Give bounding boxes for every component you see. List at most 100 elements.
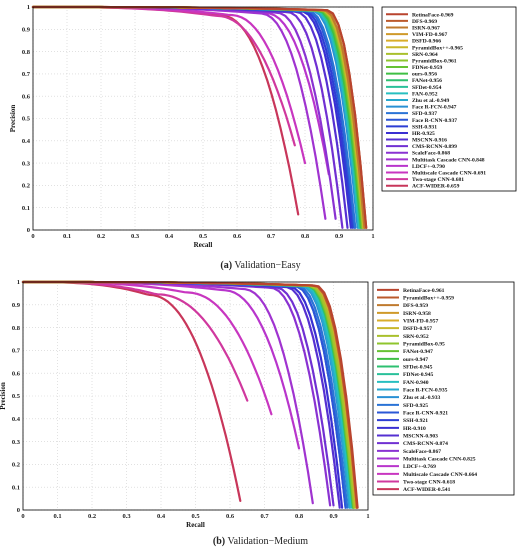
legend-label: MSCNN-0.916: [412, 138, 447, 144]
legend-label: SFD-0.925: [403, 403, 428, 409]
x-tick-label: 0.8: [301, 233, 310, 240]
caption-easy-tag: (a): [220, 260, 233, 271]
legend-label: Multiscale Cascade CNN-0.691: [412, 171, 486, 177]
legend-label: PyramidBox++-0.959: [403, 296, 454, 302]
legend-label: SFDet-0.945: [403, 365, 433, 371]
legend-label: FANet-0.947: [403, 349, 433, 355]
legend-label: SFD-0.937: [412, 111, 437, 117]
legend-label: Face R-CNN-0.937: [412, 118, 457, 124]
y-tick-label: 0.7: [22, 71, 31, 78]
x-tick-label: 0.3: [122, 513, 131, 520]
x-tick-label: 0.4: [157, 513, 166, 520]
x-tick-label: 0.9: [335, 233, 344, 240]
legend-label: CMS-RCNN-0.899: [412, 144, 457, 150]
chart-panel-easy: 0 0.1 0.2 0.3 0.4 0.5 0.6 0.7 0.8 0.9 1 0 0.1 0.2 0.3 0…: [9, 4, 517, 249]
legend-label: SSH-0.931: [412, 124, 437, 130]
legend-label: DFS-0.959: [403, 303, 428, 309]
y-tick-label: 0.3: [22, 160, 31, 167]
x-tick-label: 0.6: [233, 233, 242, 240]
y-tick-label: 0.6: [22, 93, 31, 100]
axes-frame: [32, 6, 374, 231]
legend-label: CMS-RCNN-0.874: [403, 441, 448, 447]
y-axis-label: Precision: [0, 382, 7, 410]
x-tick-label: 0.5: [191, 513, 200, 520]
y-tick-label: 0.4: [22, 138, 31, 145]
y-tick-label: 0.1: [12, 484, 20, 491]
legend-label: SSH-0.921: [403, 418, 428, 424]
legend-label: FAN-0.952: [412, 91, 438, 97]
legend-label: DFS-0.969: [412, 19, 437, 25]
caption-medium-text: Validation−Medium: [227, 536, 309, 547]
y-tick-label: 0.2: [22, 183, 30, 190]
legend-label: SFDet-0.954: [412, 85, 442, 91]
legend-label: LDCF+-0.769: [403, 464, 436, 470]
legend-label: ACF-WIDER-0.541: [403, 487, 451, 493]
y-tick-label: 0.5: [22, 116, 31, 123]
legend-label: ScaleFace-0.868: [412, 151, 450, 157]
legend-label: ISRN-0.967: [412, 25, 440, 31]
y-tick-label: 0: [27, 227, 30, 234]
legend-label: ACF-WIDER-0.659: [412, 184, 460, 190]
legend-label: Multitask Cascade CNN-0.848: [412, 157, 485, 163]
x-tick-label: 0.2: [97, 233, 105, 240]
legend-label: VIM-FD-0.967: [412, 32, 447, 38]
y-tick-label: 0.8: [22, 49, 31, 56]
x-tick-label: 0.3: [131, 233, 140, 240]
legend-label: FAN-0.940: [403, 380, 429, 386]
axes-frame: [22, 281, 369, 511]
legend-label: ours-0.947: [403, 357, 428, 363]
caption-medium: (b) Validation−Medium: [0, 536, 521, 547]
legend-label: HR-0.925: [412, 131, 435, 137]
x-tick-label: 0: [21, 513, 24, 520]
x-tick-label: 0.9: [329, 513, 338, 520]
x-tick-label: 0.1: [63, 233, 71, 240]
x-axis-label: Recall: [194, 241, 213, 249]
legend-label: RetinaFace-0.969: [412, 12, 454, 18]
y-axis-label: Precision: [9, 105, 17, 133]
legend-label: MSCNN-0.903: [403, 434, 438, 440]
legend-label: Multitask Cascade CNN-0.825: [403, 457, 476, 463]
legend-label: Zhu et al.-0.933: [403, 395, 440, 401]
legend-label: Two-stage CNN-0.681: [412, 177, 464, 183]
y-tick-label: 0.9: [12, 302, 21, 309]
y-tick-label: 0.2: [12, 462, 20, 469]
legend-label: ISRN-0.958: [403, 311, 431, 317]
legend-label: Zhu et al.-0.949: [412, 98, 449, 104]
legend-label: RetinaFace-0.961: [403, 288, 445, 294]
x-tick-label: 1: [366, 513, 369, 520]
y-tick-label: 0.8: [12, 325, 21, 332]
legend-label: VIM-FD-0.957: [403, 319, 438, 325]
x-tick-label: 0.6: [226, 513, 235, 520]
caption-easy: (a) Validation−Easy: [0, 260, 521, 271]
legend-label: PyramidBox-0.961: [412, 58, 457, 64]
x-tick-label: 0.4: [165, 233, 174, 240]
y-tick-label: 0.6: [12, 370, 21, 377]
x-tick-label: 0.7: [260, 513, 269, 520]
y-tick-label: 0.3: [12, 439, 21, 446]
legend-label: PyramidBox++-0.965: [412, 45, 463, 51]
y-tick-label: 0.9: [22, 27, 31, 34]
y-tick-label: 0.7: [12, 348, 21, 355]
x-tick-label: 0.1: [53, 513, 61, 520]
legend-label: PyramidBox-0.95: [403, 342, 445, 348]
legend-label: HR-0.910: [403, 426, 426, 432]
legend-label: ScaleFace-0.867: [403, 449, 441, 455]
legend-label: Multiscale Cascade CNN-0.664: [403, 472, 477, 478]
y-tick-label: 0.4: [12, 416, 21, 423]
legend-label: SRN-0.964: [412, 52, 438, 58]
x-tick-label: 0.2: [88, 513, 96, 520]
legend-label: Two-stage CNN-0.618: [403, 480, 455, 486]
x-tick-label: 0.5: [199, 233, 208, 240]
x-axis-label: Recall: [186, 521, 205, 529]
x-tick-label: 1: [371, 233, 374, 240]
y-tick-label: 0.5: [12, 393, 21, 400]
y-tick-label: 1: [17, 279, 20, 286]
legend-label: DSFD-0.966: [412, 39, 441, 45]
legend-label: SRN-0.952: [403, 334, 429, 340]
legend-label: Face R-CNN-0.921: [403, 411, 448, 417]
y-tick-label: 1: [27, 4, 30, 11]
legend-label: Face R-FCN-0.935: [403, 388, 448, 394]
legend-label: Face R-FCN-0.947: [412, 105, 457, 111]
chart-panel-medium: 0 0.1 0.2 0.3 0.4 0.5 0.6 0.7 0.8 0.9 1 0 0.1 0.2 0.3 0…: [0, 279, 515, 529]
